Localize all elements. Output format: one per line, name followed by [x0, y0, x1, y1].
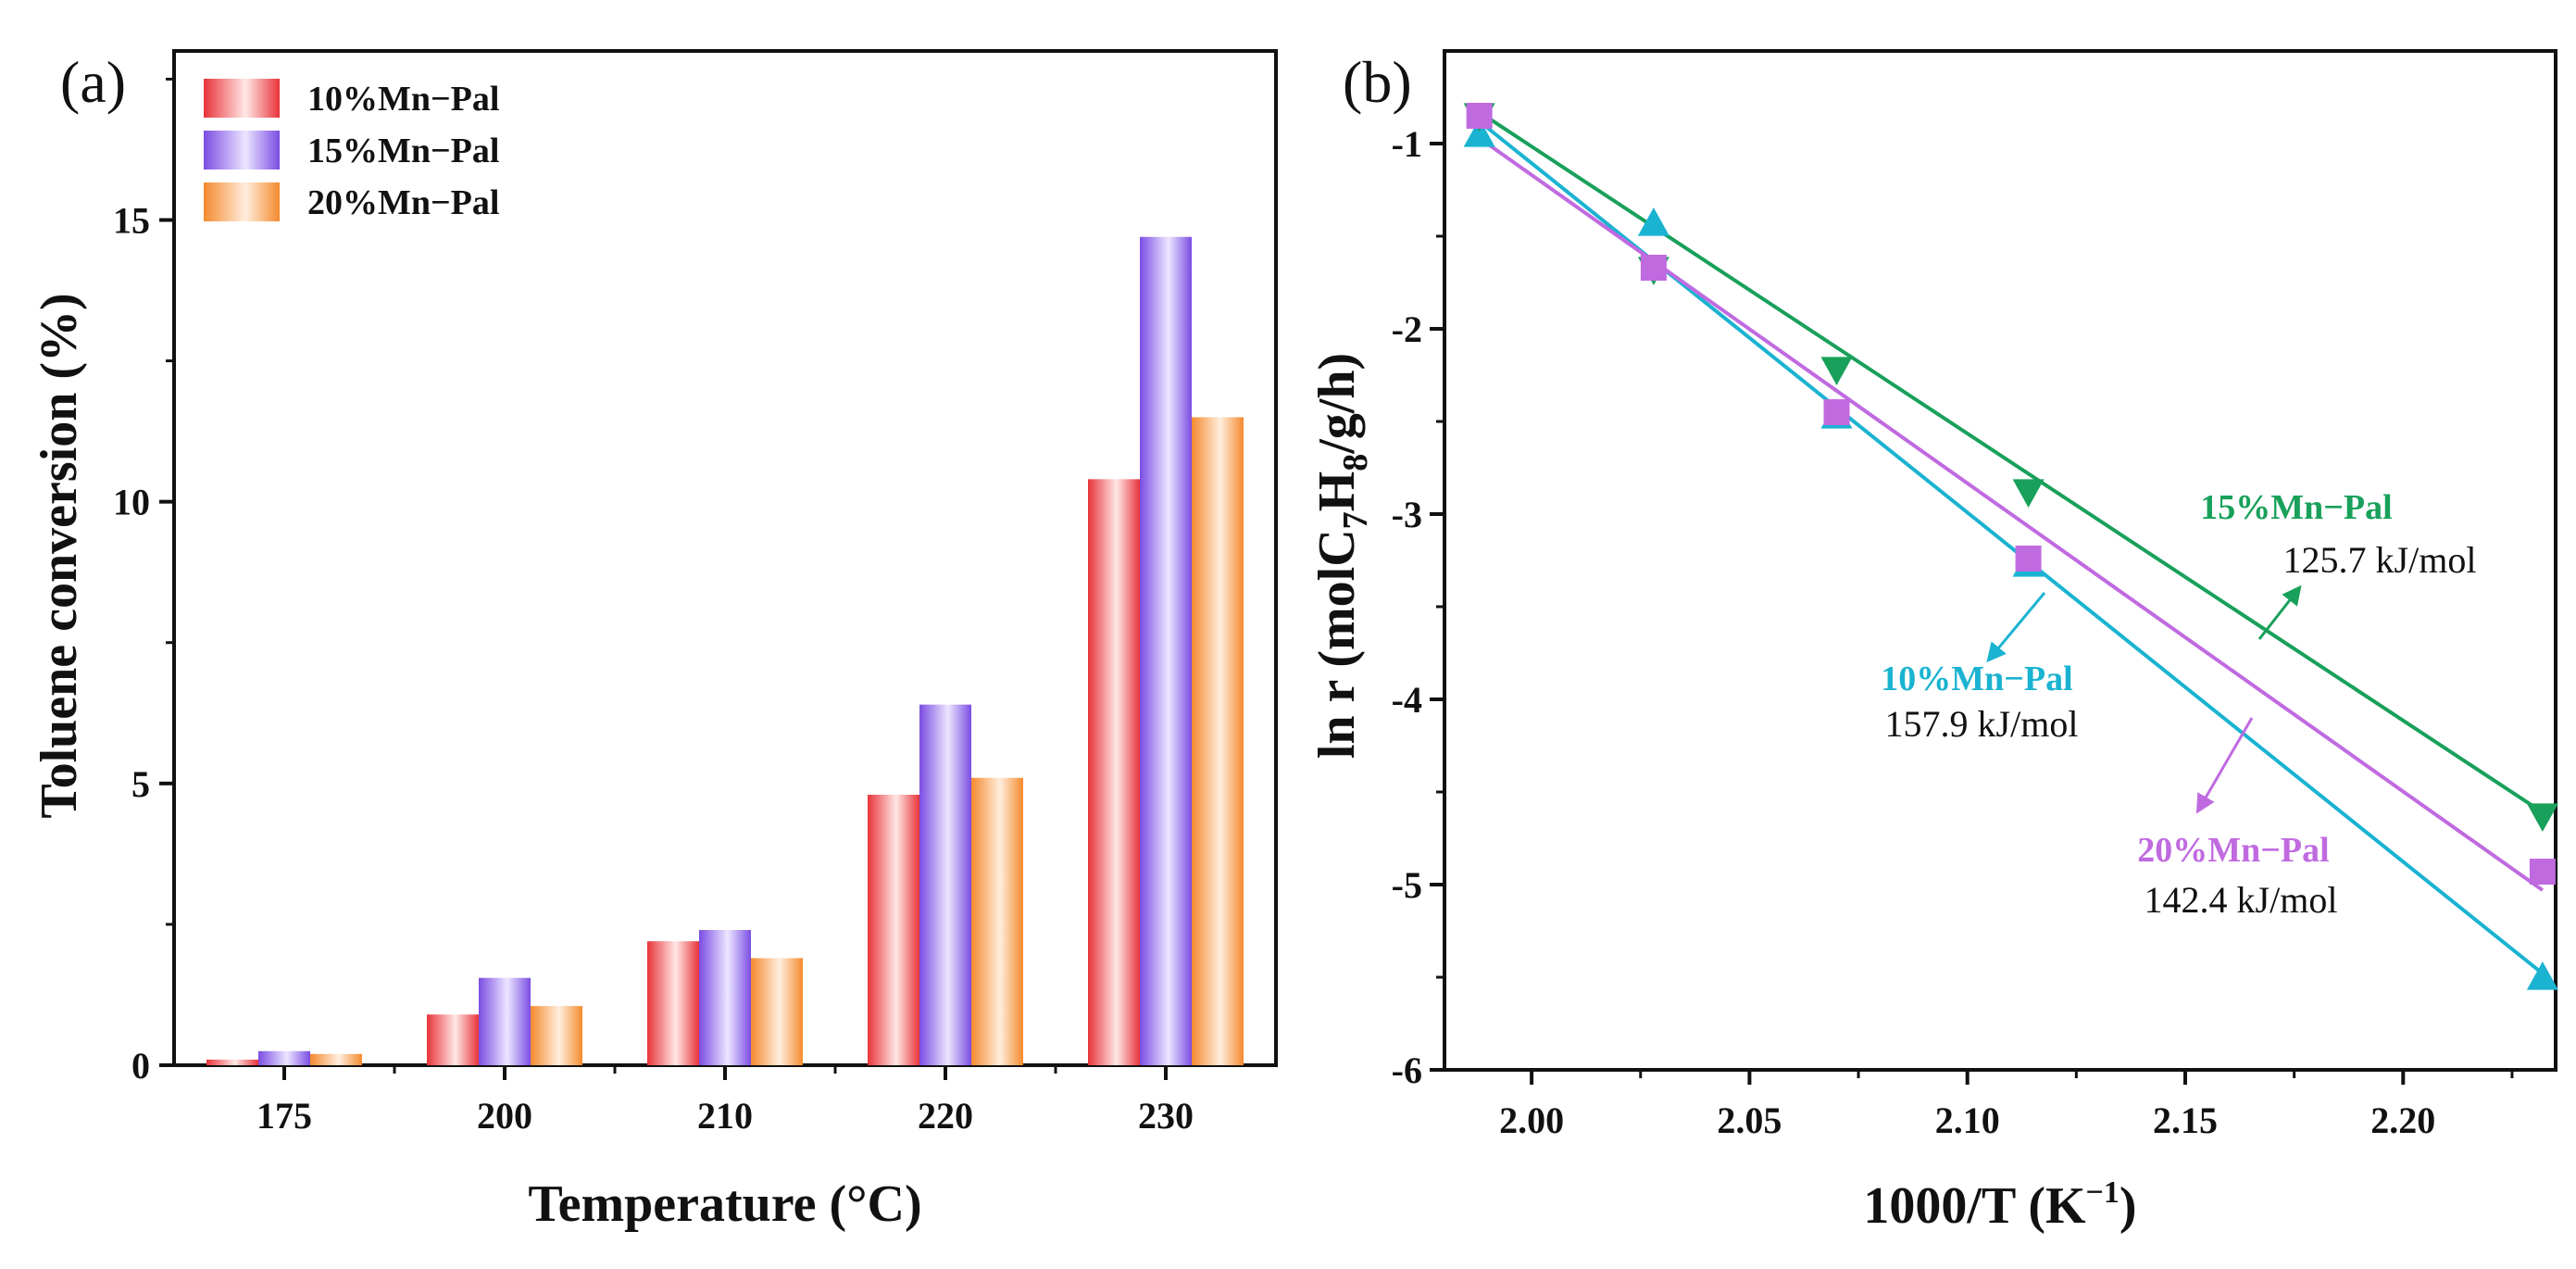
y-axis-label-a: Toluene conversion (%) [31, 293, 88, 818]
bar [427, 1014, 479, 1065]
y-tick-label-b: -2 [1392, 308, 1422, 350]
annotation-value-15: 125.7 kJ/mol [2283, 539, 2477, 581]
bar [699, 930, 751, 1065]
plot-frame-b [1443, 49, 2557, 1072]
data-point [1463, 119, 1495, 147]
bar [258, 1050, 310, 1065]
data-point [2526, 803, 2558, 832]
chart-b: (b) -1 -2 -3 -4 -5 -6 2.00 2.05 2.10 2.15 2.20 15… [1308, 49, 2558, 1235]
x-tick-label-a: 220 [918, 1095, 973, 1137]
data-point [1640, 255, 1667, 281]
x-tick-label-a: 230 [1138, 1095, 1194, 1137]
x-tick-label-b: 2.15 [2153, 1099, 2218, 1141]
panel-b-label: (b) [1343, 49, 1412, 115]
legend-swatch [204, 79, 280, 118]
legend-swatch [204, 182, 280, 221]
legend-swatch [204, 131, 280, 170]
annotation-name-10: 10%Mn−Pal [1881, 660, 2072, 698]
data-point [2529, 859, 2556, 885]
panel-a-label: (a) [60, 49, 126, 115]
bar [868, 795, 919, 1065]
y-tick-label-a: 15 [113, 200, 150, 242]
data-point [2015, 546, 2042, 572]
y-tick-label-b: -6 [1392, 1049, 1422, 1091]
annotation-value-20: 142.4 kJ/mol [2145, 879, 2338, 921]
bar [919, 704, 971, 1065]
annotation-name-20: 20%Mn−Pal [2137, 831, 2329, 870]
annotation-arrow-20 [2195, 717, 2254, 814]
y-axis-label-b: ln r (molC7H8/g/h) [1308, 353, 1375, 759]
y-tick-label-a: 5 [131, 763, 150, 805]
bar [531, 1006, 582, 1065]
x-tick-label-b: 2.20 [2370, 1099, 2435, 1141]
y-tick-label-b: -3 [1392, 494, 1422, 535]
legend-label: 10%Mn−Pal [307, 80, 499, 119]
data-point [1823, 399, 1850, 425]
annotation-name-15: 15%Mn−Pal [2200, 488, 2392, 527]
bar [647, 941, 699, 1065]
y-tick-label-a: 10 [113, 482, 150, 523]
bar [751, 958, 803, 1065]
x-tick-label-b: 2.05 [1717, 1099, 1782, 1141]
data-point [2526, 961, 2558, 990]
x-tick-label-a: 175 [256, 1095, 312, 1137]
x-axis-label-b: 1000/T (K−1) [1863, 1175, 2136, 1235]
annotation-arrow-10 [1986, 592, 2046, 663]
bar [1192, 417, 1244, 1066]
y-tick-label-b: -5 [1392, 864, 1422, 906]
data-point [1637, 207, 1669, 236]
bar [1140, 236, 1192, 1065]
bar [971, 777, 1023, 1065]
y-tick-label-a: 0 [131, 1045, 150, 1087]
x-tick-label-b: 2.00 [1499, 1099, 1564, 1141]
x-tick-label-b: 2.10 [1935, 1099, 2000, 1141]
bar [479, 977, 531, 1065]
legend-label: 20%Mn−Pal [307, 183, 499, 222]
bar [310, 1053, 362, 1065]
y-tick-label-b: -4 [1392, 679, 1422, 721]
legend-label: 15%Mn−Pal [307, 132, 499, 170]
annotation-value-10: 157.9 kJ/mol [1885, 703, 2079, 745]
bar [1088, 479, 1140, 1065]
bar [206, 1059, 258, 1065]
data-point [2012, 479, 2045, 508]
data-point [1466, 103, 1493, 129]
y-tick-label-b: -1 [1392, 123, 1422, 165]
x-axis-label-a: Temperature (°C) [528, 1175, 921, 1233]
data-point [1820, 357, 1853, 385]
annotation-arrow-15 [2257, 584, 2302, 640]
x-tick-label-a: 200 [477, 1095, 532, 1137]
x-tick-label-a: 210 [697, 1095, 753, 1137]
chart-a: (a) 0 5 10 15 175 200 210 220 230 10%Mn−Pal 15%M… [31, 49, 1278, 1233]
